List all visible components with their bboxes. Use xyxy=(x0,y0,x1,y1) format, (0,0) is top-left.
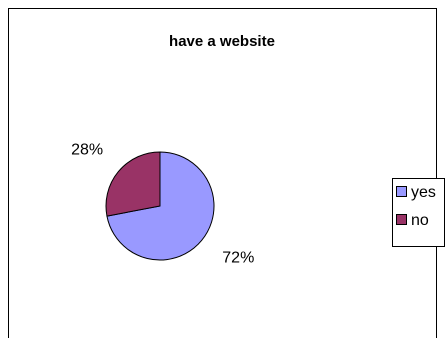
chart-title: have a website xyxy=(169,33,275,50)
data-labels: 72% 28% xyxy=(71,142,254,267)
data-label-no: 28% xyxy=(71,142,103,159)
chart-border xyxy=(8,8,437,338)
legend-swatch-yes xyxy=(396,186,407,197)
legend-label-yes: yes xyxy=(411,184,436,201)
legend: yes no xyxy=(392,178,445,247)
pie-chart xyxy=(105,151,215,261)
legend-swatch-no xyxy=(396,214,407,225)
pie-slice-no xyxy=(105,151,161,217)
data-label-yes: 72% xyxy=(222,250,254,267)
legend-label-no: no xyxy=(411,212,429,229)
